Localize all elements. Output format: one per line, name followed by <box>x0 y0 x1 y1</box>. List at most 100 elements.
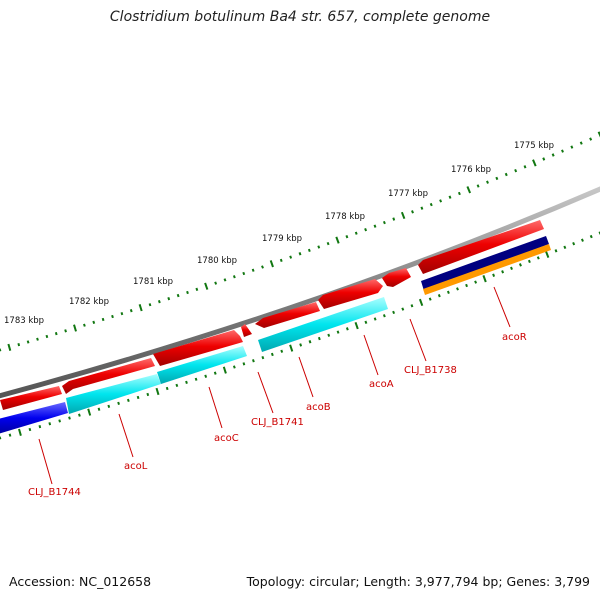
minor-tick <box>492 273 496 277</box>
minor-tick <box>175 383 179 388</box>
minor-tick <box>589 234 593 239</box>
cds-arrow[interactable] <box>153 330 243 366</box>
cds-arrow[interactable] <box>241 324 252 337</box>
minor-tick <box>157 299 161 304</box>
genome-backbone <box>0 186 600 399</box>
minor-tick <box>261 355 265 360</box>
gene-label[interactable]: acoR <box>502 332 527 343</box>
minor-tick <box>107 404 111 408</box>
minor-tick <box>579 141 583 145</box>
minor-tick <box>474 280 478 284</box>
minor-tick <box>563 245 567 249</box>
major-tick <box>138 304 143 312</box>
minor-tick <box>504 172 508 177</box>
feature-bar-blue[interactable] <box>0 402 68 434</box>
major-tick <box>482 275 487 283</box>
minor-tick <box>299 343 303 347</box>
minor-tick <box>501 270 505 274</box>
minor-tick <box>186 290 189 295</box>
minor-tick <box>54 332 58 336</box>
minor-tick <box>589 137 593 141</box>
minor-tick <box>327 333 331 337</box>
gene-label[interactable]: acoL <box>124 461 148 472</box>
minor-tick <box>514 169 518 173</box>
minor-tick <box>136 395 140 400</box>
gene-label[interactable]: CLJ_B1741 <box>251 417 304 428</box>
minor-tick <box>580 238 584 242</box>
gene-leader-line <box>493 286 511 328</box>
minor-tick <box>308 340 312 344</box>
minor-tick <box>242 271 246 276</box>
feature-bar-cyan[interactable] <box>157 346 247 384</box>
minor-tick <box>58 419 61 423</box>
ruler-tick-label: 1778 kbp <box>325 212 365 222</box>
gene-leader-line <box>38 438 53 485</box>
minor-tick <box>456 287 459 291</box>
minor-tick <box>176 293 180 298</box>
ruler-tick-label: 1775 kbp <box>514 141 554 151</box>
ruler-tick-label: 1779 kbp <box>262 234 302 244</box>
major-tick <box>466 186 472 194</box>
cds-arrow[interactable] <box>255 302 320 328</box>
cds-arrow[interactable] <box>382 268 411 287</box>
minor-tick <box>373 224 377 228</box>
feature-bar-navy[interactable] <box>421 236 549 291</box>
gene-label[interactable]: CLJ_B1744 <box>28 487 81 498</box>
cds-arrow[interactable] <box>318 279 383 309</box>
gene-label[interactable]: CLJ_B1738 <box>404 365 457 376</box>
minor-tick <box>457 191 461 196</box>
minor-tick <box>146 392 150 397</box>
feature-bar-cyan[interactable] <box>66 374 161 414</box>
minor-tick <box>410 304 414 308</box>
minor-tick <box>570 145 574 149</box>
cds-arrow[interactable] <box>0 386 62 410</box>
minor-tick <box>167 296 171 301</box>
feature-bar-cyan[interactable] <box>258 297 388 352</box>
minor-tick <box>289 255 293 259</box>
major-tick <box>155 387 160 396</box>
major-tick <box>544 250 550 258</box>
major-tick <box>7 343 12 351</box>
minor-tick <box>307 248 311 253</box>
minor-tick <box>223 278 227 282</box>
minor-tick <box>213 371 217 375</box>
major-tick <box>597 131 600 138</box>
minor-tick <box>68 416 71 420</box>
minor-tick <box>326 241 330 246</box>
feature-bar-orange[interactable] <box>423 244 551 295</box>
minor-tick <box>270 352 274 357</box>
gene-leader-line <box>257 371 274 414</box>
minor-tick <box>382 314 386 318</box>
minor-tick <box>261 265 264 269</box>
minor-tick <box>195 287 199 292</box>
minor-tick <box>194 377 198 381</box>
minor-tick <box>561 149 564 153</box>
minor-tick <box>551 153 555 157</box>
major-tick <box>532 159 537 167</box>
minor-tick <box>126 398 130 403</box>
minor-tick <box>554 249 558 253</box>
major-tick <box>400 211 406 220</box>
cds-arrow[interactable] <box>418 220 544 274</box>
genome-title: Clostridium botulinum Ba4 str. 657, comp… <box>109 9 491 25</box>
minor-tick <box>242 362 246 366</box>
topology-summary: Topology: circular; Length: 3,977,794 bp… <box>246 574 590 589</box>
minor-tick <box>448 195 452 199</box>
minor-tick <box>411 210 414 214</box>
minor-tick <box>279 258 283 263</box>
gene-label[interactable]: acoB <box>306 402 331 413</box>
minor-tick <box>510 266 513 270</box>
cds-arrow[interactable] <box>62 358 155 394</box>
minor-tick <box>364 320 368 324</box>
minor-tick <box>298 252 302 256</box>
minor-tick <box>392 217 396 221</box>
gene-label[interactable]: acoC <box>214 433 239 444</box>
major-tick <box>73 324 77 332</box>
minor-tick <box>465 283 468 288</box>
major-tick <box>204 282 209 290</box>
gene-label[interactable]: acoA <box>369 379 394 390</box>
minor-tick <box>382 220 386 225</box>
minor-tick <box>429 202 433 207</box>
ruler-tick-label: 1776 kbp <box>451 165 491 175</box>
